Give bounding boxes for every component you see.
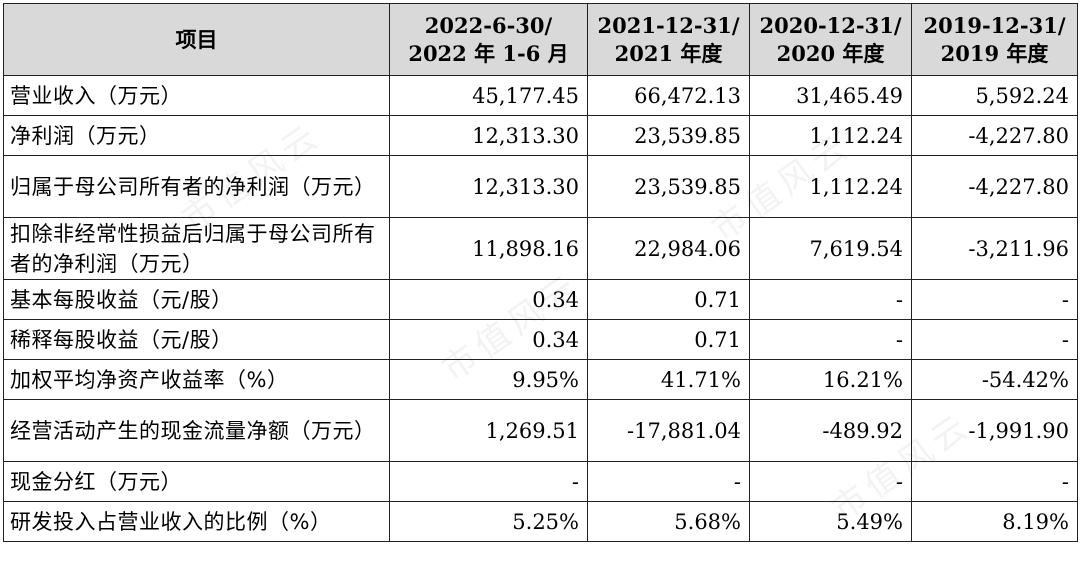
table-row: 加权平均净资产收益率（%） 9.95% 41.71% 16.21% -54.42… (3, 359, 1078, 400)
table-row: 归属于母公司所有者的净利润（万元） 12,313.30 23,539.85 1,… (3, 155, 1078, 218)
table-row: 营业收入（万元） 45,177.45 66,472.13 31,465.49 5… (3, 75, 1078, 116)
cell-value: 31,465.49 (749, 75, 912, 116)
cell-value: 0.34 (389, 279, 588, 320)
row-label: 加权平均净资产收益率（%） (3, 359, 390, 400)
cell-value: 0.34 (389, 319, 588, 360)
cell-value: - (749, 461, 912, 502)
cell-value: 8.19% (911, 501, 1078, 542)
table-row: 研发投入占营业收入的比例（%） 5.25% 5.68% 5.49% 8.19% (3, 501, 1078, 542)
cell-value: 5.68% (587, 501, 750, 542)
row-label: 基本每股收益（元/股） (3, 279, 390, 320)
table-row: 扣除非经常性损益后归属于母公司所有者的净利润（万元） 11,898.16 22,… (3, 217, 1078, 280)
cell-value: - (389, 461, 588, 502)
cell-value: -489.92 (749, 399, 912, 462)
table-row: 净利润（万元） 12,313.30 23,539.85 1,112.24 -4,… (3, 115, 1078, 156)
cell-value: 5,592.24 (911, 75, 1078, 116)
cell-value: -4,227.80 (911, 155, 1078, 218)
row-label: 经营活动产生的现金流量净额（万元） (3, 399, 390, 462)
cell-value: 66,472.13 (587, 75, 750, 116)
cell-value: 11,898.16 (389, 217, 588, 280)
table-row: 基本每股收益（元/股） 0.34 0.71 - - (3, 279, 1078, 320)
row-label: 归属于母公司所有者的净利润（万元） (3, 155, 390, 218)
header-period: 2021-12-31/2021 年度 (587, 3, 750, 76)
cell-value: 45,177.45 (389, 75, 588, 116)
cell-value: 1,269.51 (389, 399, 588, 462)
cell-value: 7,619.54 (749, 217, 912, 280)
cell-value: 22,984.06 (587, 217, 750, 280)
cell-value: 9.95% (389, 359, 588, 400)
cell-value: 41.71% (587, 359, 750, 400)
row-label: 研发投入占营业收入的比例（%） (3, 501, 390, 542)
table-row: 经营活动产生的现金流量净额（万元） 1,269.51 -17,881.04 -4… (3, 399, 1078, 462)
row-label: 现金分红（万元） (3, 461, 390, 502)
cell-value: 16.21% (749, 359, 912, 400)
cell-value: - (911, 279, 1078, 320)
header-item: 项目 (3, 3, 390, 76)
cell-value: - (911, 461, 1078, 502)
cell-value: -3,211.96 (911, 217, 1078, 280)
row-label: 扣除非经常性损益后归属于母公司所有者的净利润（万元） (3, 217, 390, 280)
cell-value: - (749, 319, 912, 360)
cell-value: 5.49% (749, 501, 912, 542)
table-header-row: 项目 2022-6-30/2022 年 1-6 月 2021-12-31/202… (3, 3, 1078, 76)
cell-value: - (911, 319, 1078, 360)
cell-value: -4,227.80 (911, 115, 1078, 156)
header-period: 2022-6-30/2022 年 1-6 月 (389, 3, 588, 76)
row-label: 净利润（万元） (3, 115, 390, 156)
cell-value: - (749, 279, 912, 320)
cell-value: 1,112.24 (749, 115, 912, 156)
header-period: 2019-12-31/2019 年度 (911, 3, 1078, 76)
cell-value: 0.71 (587, 319, 750, 360)
financial-table-container: 项目 2022-6-30/2022 年 1-6 月 2021-12-31/202… (3, 3, 1078, 542)
cell-value: 0.71 (587, 279, 750, 320)
cell-value: - (587, 461, 750, 502)
cell-value: 12,313.30 (389, 115, 588, 156)
table-row: 稀释每股收益（元/股） 0.34 0.71 - - (3, 319, 1078, 360)
financial-summary-table: 项目 2022-6-30/2022 年 1-6 月 2021-12-31/202… (3, 3, 1078, 542)
cell-value: -1,991.90 (911, 399, 1078, 462)
cell-value: 23,539.85 (587, 115, 750, 156)
row-label: 营业收入（万元） (3, 75, 390, 116)
row-label: 稀释每股收益（元/股） (3, 319, 390, 360)
cell-value: -54.42% (911, 359, 1078, 400)
cell-value: -17,881.04 (587, 399, 750, 462)
table-row: 现金分红（万元） - - - - (3, 461, 1078, 502)
cell-value: 12,313.30 (389, 155, 588, 218)
cell-value: 23,539.85 (587, 155, 750, 218)
cell-value: 1,112.24 (749, 155, 912, 218)
header-period: 2020-12-31/2020 年度 (749, 3, 912, 76)
cell-value: 5.25% (389, 501, 588, 542)
